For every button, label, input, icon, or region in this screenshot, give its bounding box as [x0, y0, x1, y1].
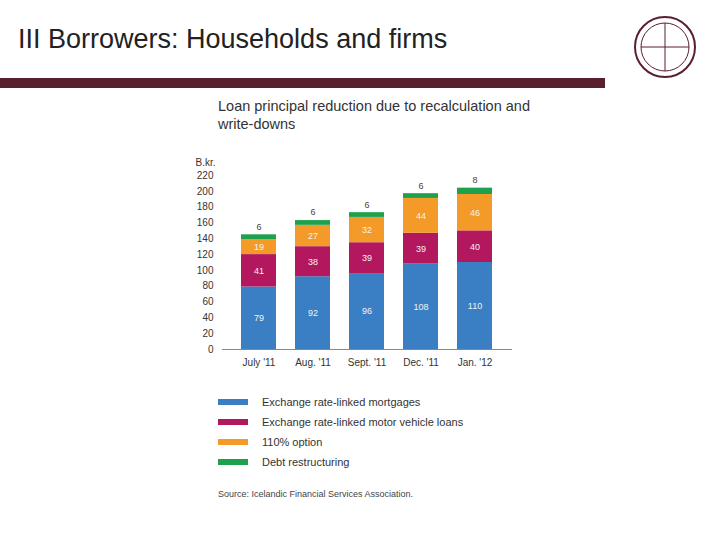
svg-text:100: 100 — [197, 265, 214, 276]
svg-text:80: 80 — [202, 280, 214, 291]
html-text:III Borrowers: Households and: III Borrowers: Households and firms — [18, 24, 448, 54]
svg-text:B.kr.: B.kr. — [196, 157, 216, 168]
svg-text:40: 40 — [202, 312, 214, 323]
svg-text:6: 6 — [310, 207, 315, 217]
svg-text:60: 60 — [202, 296, 214, 307]
svg-text:40: 40 — [470, 242, 480, 252]
svg-text:6: 6 — [418, 181, 423, 191]
html-text:Source: Icelandic Financial Se: Source: Icelandic Financial Services Ass… — [218, 489, 414, 499]
svg-text:32: 32 — [362, 225, 372, 235]
html-text:Debt restructuring: Debt restructuring — [262, 456, 350, 468]
svg-text:July '11: July '11 — [243, 357, 276, 368]
html-text:110% option: 110% option — [262, 436, 323, 448]
svg-text:Aug. '11: Aug. '11 — [295, 357, 331, 368]
svg-text:110: 110 — [468, 301, 482, 311]
svg-text:6: 6 — [364, 200, 369, 210]
svg-text:39: 39 — [362, 253, 372, 263]
html-text:Loan principal reduction due t: Loan principal reduction due to recalcul… — [218, 98, 530, 132]
svg-text:38: 38 — [308, 257, 318, 267]
html-text:Exchange rate-linked mortgages: Exchange rate-linked mortgages — [262, 396, 421, 408]
svg-text:220: 220 — [197, 170, 214, 181]
svg-text:92: 92 — [308, 308, 318, 318]
svg-text:19: 19 — [254, 242, 264, 252]
svg-text:8: 8 — [472, 175, 477, 185]
svg-text:108: 108 — [413, 302, 428, 312]
svg-text:200: 200 — [197, 186, 214, 197]
svg-text:39: 39 — [416, 244, 426, 254]
html-text:Exchange rate-linked motor veh: Exchange rate-linked motor vehicle loans — [262, 416, 464, 428]
svg-text:Jan. '12: Jan. '12 — [458, 357, 493, 368]
svg-text:Sept. '11: Sept. '11 — [348, 357, 387, 368]
svg-text:46: 46 — [470, 208, 480, 218]
svg-text:120: 120 — [197, 249, 214, 260]
svg-text:0: 0 — [208, 344, 214, 355]
svg-text:180: 180 — [197, 201, 214, 212]
svg-text:79: 79 — [254, 313, 264, 323]
svg-text:44: 44 — [416, 211, 426, 221]
svg-text:Dec. '11: Dec. '11 — [403, 357, 439, 368]
svg-text:27: 27 — [308, 231, 318, 241]
svg-text:6: 6 — [256, 222, 261, 232]
svg-text:20: 20 — [202, 328, 214, 339]
svg-text:41: 41 — [254, 266, 264, 276]
svg-text:160: 160 — [197, 217, 214, 228]
svg-text:140: 140 — [197, 233, 214, 244]
svg-text:96: 96 — [362, 306, 372, 316]
